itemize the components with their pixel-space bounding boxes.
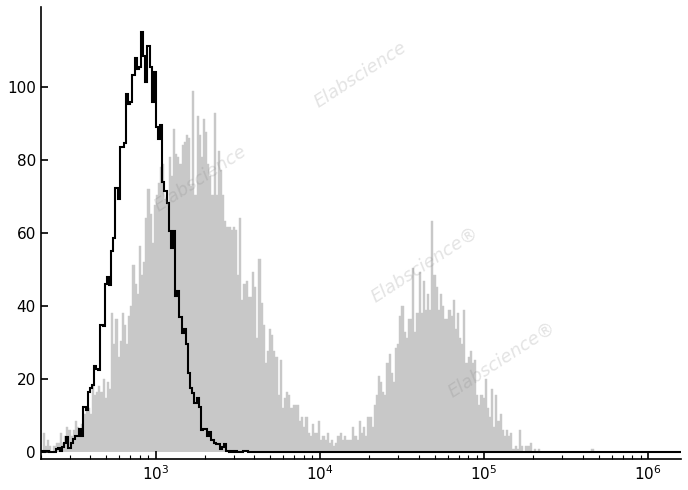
Text: Elabscience®: Elabscience® <box>368 223 482 306</box>
Text: Elabscience®: Elabscience® <box>444 318 559 401</box>
Text: Elabscience: Elabscience <box>151 143 250 216</box>
Text: Elabscience: Elabscience <box>311 38 411 111</box>
